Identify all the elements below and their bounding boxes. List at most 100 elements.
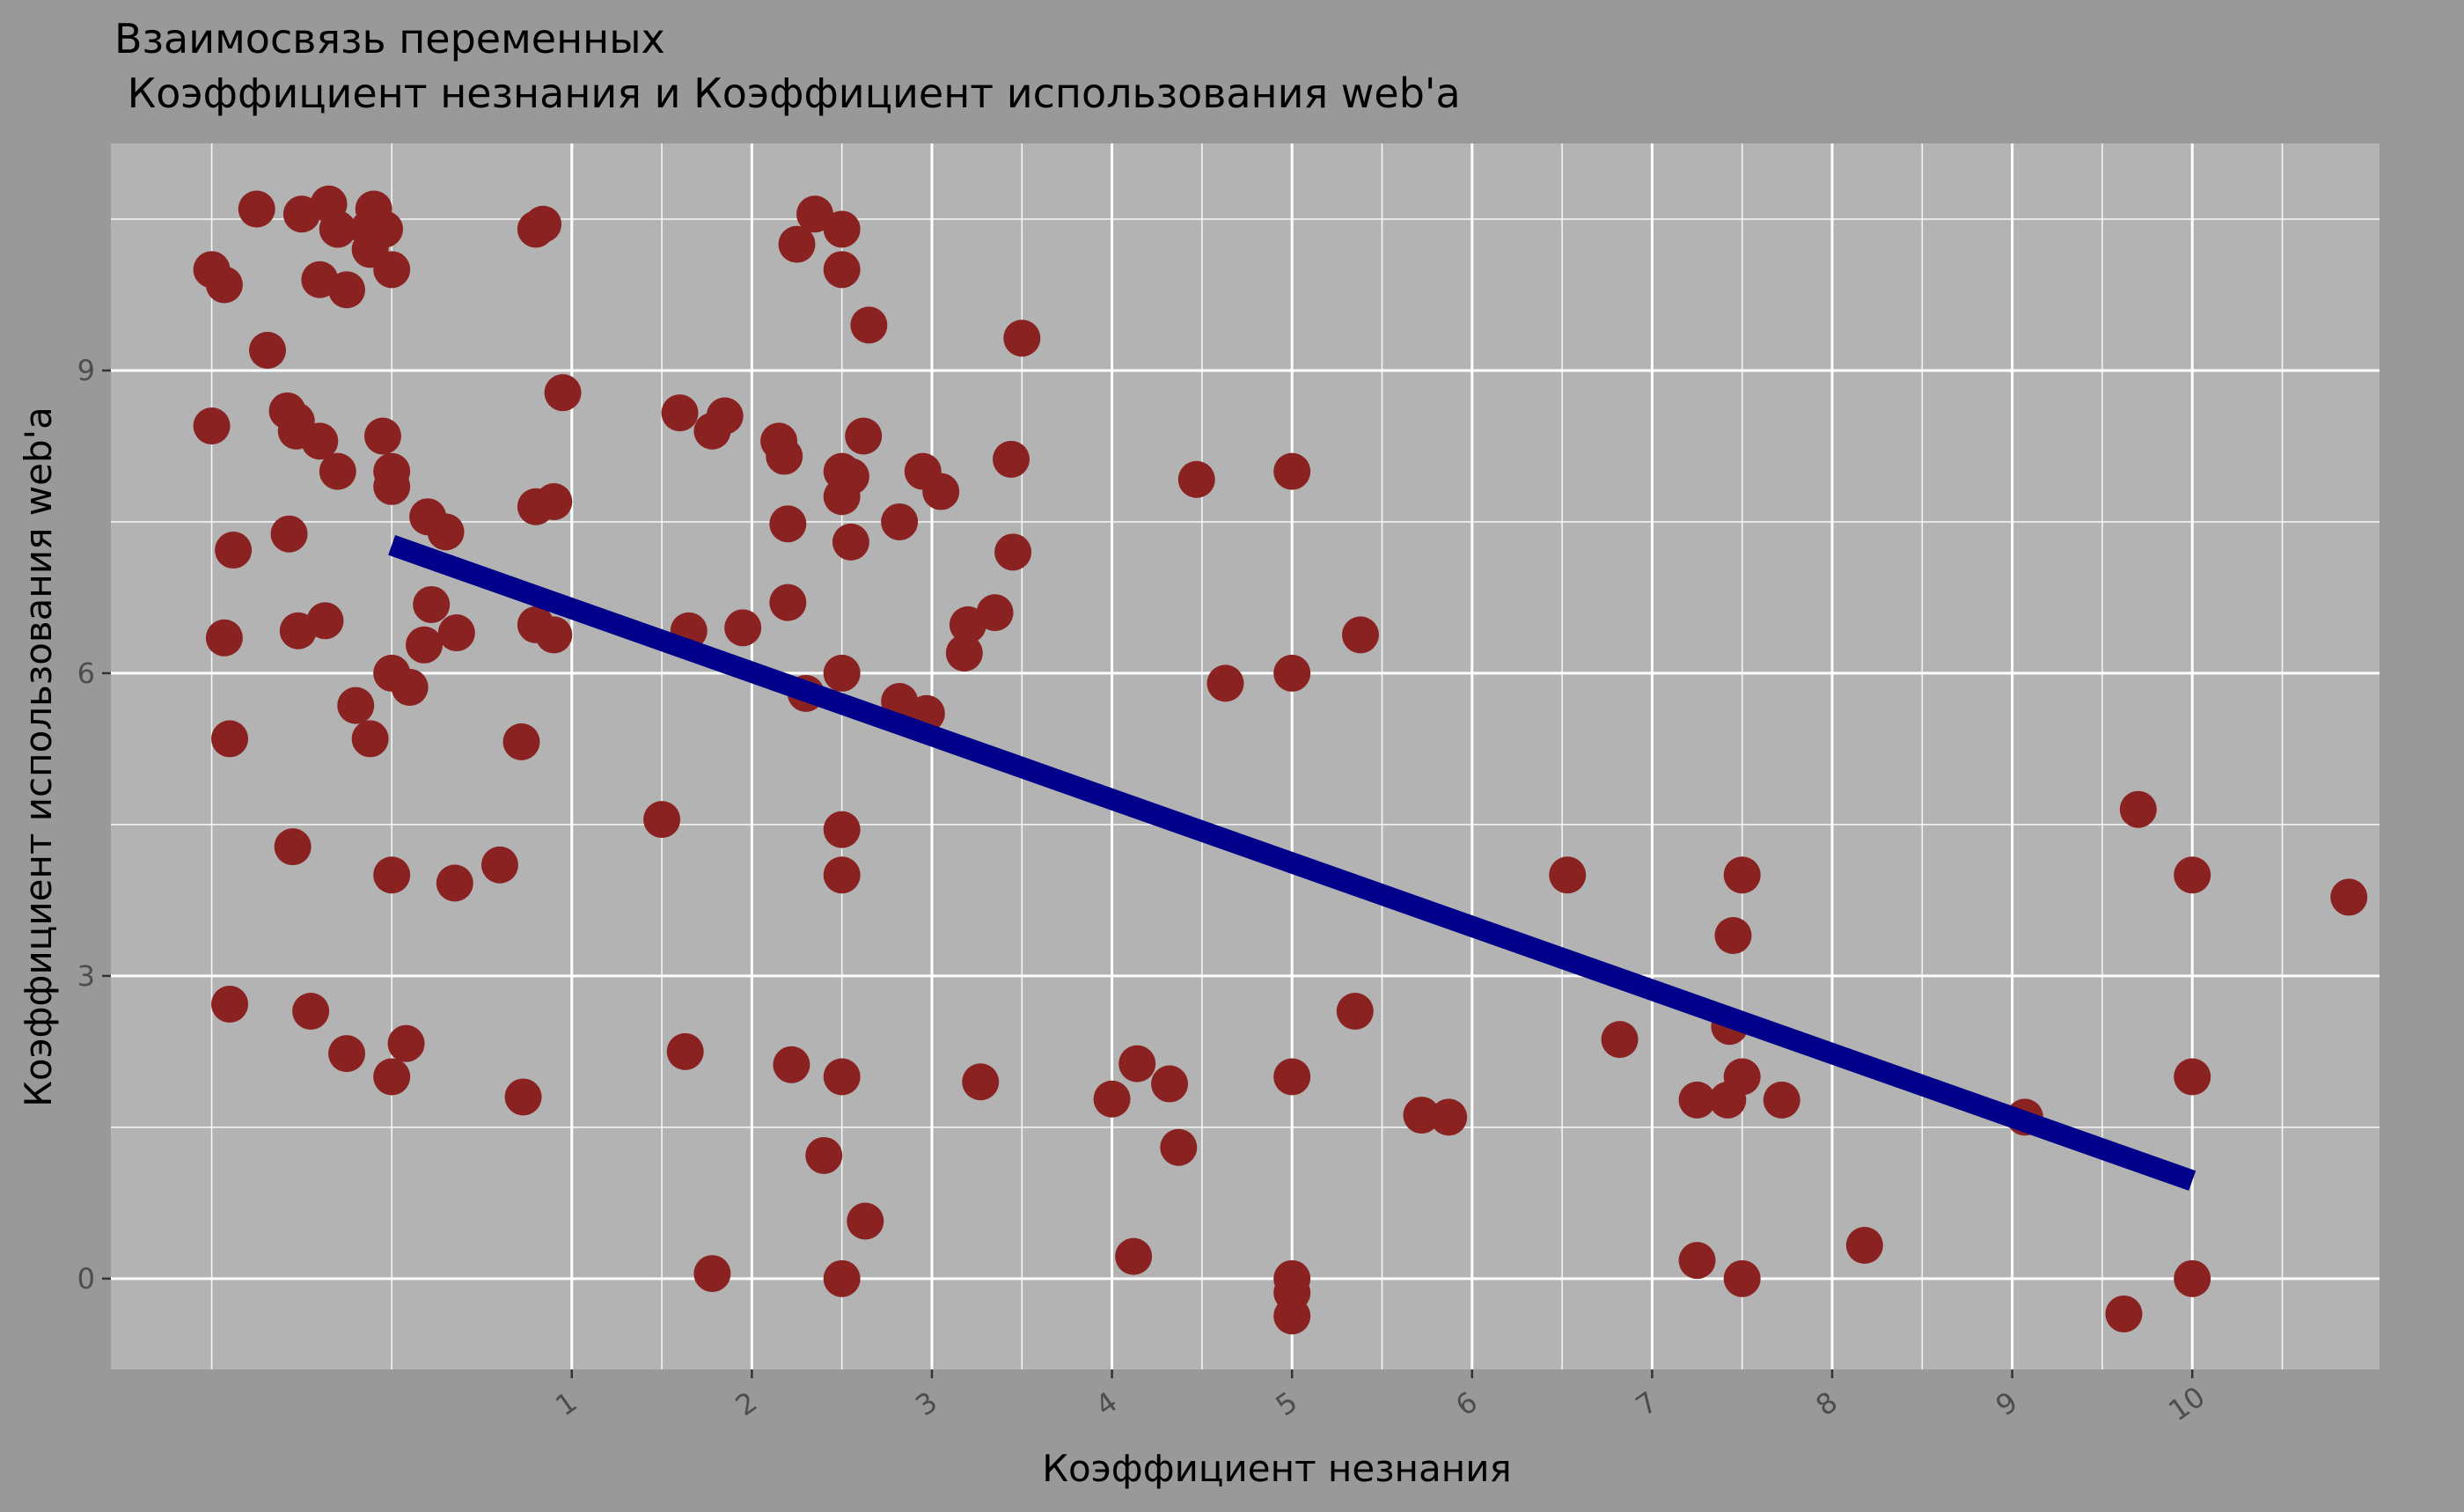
scatter-point — [391, 668, 429, 706]
scatter-point — [823, 478, 861, 516]
scatter-point — [643, 801, 681, 839]
scatter-point — [823, 811, 861, 848]
y-axis-ticks: 0 3 6 9 — [77, 354, 111, 1295]
scatter-point — [524, 205, 562, 243]
scatter-point — [1341, 616, 1379, 654]
scatter-point — [1549, 856, 1587, 894]
scatter-point — [205, 266, 243, 304]
scatter-point — [1118, 1045, 1156, 1083]
scatter-point — [480, 846, 518, 884]
minor-grid — [111, 143, 2380, 1369]
scatter-point — [1273, 452, 1311, 490]
scatter-point — [881, 503, 919, 540]
scatter-point — [2174, 1058, 2211, 1096]
scatter-point — [976, 594, 1014, 632]
scatter-point — [945, 634, 983, 672]
scatter-point — [769, 505, 807, 543]
scatter-point — [205, 619, 243, 657]
scatter-point — [1273, 1058, 1311, 1096]
scatter-point — [1206, 664, 1244, 702]
scatter-point — [850, 306, 888, 344]
scatter-point — [1177, 460, 1215, 498]
scatter-point — [1151, 1065, 1189, 1103]
scatter-point — [1723, 856, 1761, 894]
scatter-point — [211, 985, 249, 1023]
y-tick-label: 6 — [77, 657, 95, 690]
scatter-point — [1430, 1098, 1468, 1136]
scatter-point — [1714, 917, 1752, 955]
scatter-point — [249, 332, 287, 370]
scatter-point — [693, 1255, 731, 1293]
scatter-point — [270, 515, 308, 553]
scatter-point — [823, 1058, 861, 1096]
scatter-point — [1160, 1128, 1198, 1166]
scatter-point — [805, 1136, 843, 1174]
scatter-point — [355, 190, 392, 228]
scatter-point — [301, 261, 339, 298]
scatter-point — [1403, 1097, 1441, 1134]
scatter-point — [215, 532, 253, 569]
scatter-point — [2330, 878, 2368, 916]
scatter-point — [427, 513, 465, 551]
y-tick-label: 9 — [77, 354, 95, 387]
scatter-point — [706, 397, 744, 435]
chart-title-line2: Коэффициент незнания и Коэффициент испол… — [114, 70, 1461, 117]
scatter-point — [922, 473, 960, 510]
scatter-point — [993, 440, 1030, 478]
scatter-point — [796, 195, 833, 233]
scatter-point — [2174, 1259, 2211, 1297]
scatter-point — [832, 523, 869, 561]
scatter-point — [2119, 790, 2157, 828]
scatter-point — [1273, 654, 1311, 692]
scatter-point — [504, 1078, 542, 1116]
scatter-point — [1678, 1242, 1716, 1280]
scatter-point — [328, 1035, 366, 1073]
scatter-point — [769, 584, 807, 621]
y-axis-title: Коэффициент использования web'a — [17, 407, 60, 1107]
y-tick-label: 0 — [77, 1262, 95, 1295]
scatter-point — [1763, 1081, 1800, 1119]
scatter-point — [319, 452, 356, 490]
scatter-point — [2105, 1295, 2143, 1332]
scatter-point — [306, 602, 344, 640]
scatter-point — [823, 210, 861, 248]
plot-panel — [111, 143, 2380, 1369]
scatter-point — [406, 626, 444, 664]
scatter-point — [1093, 1080, 1131, 1118]
scatter-point — [1601, 1021, 1639, 1059]
scatter-point — [193, 407, 231, 445]
scatter-point — [292, 992, 330, 1030]
scatter-point — [337, 686, 375, 724]
scatter-point — [2174, 856, 2211, 894]
scatter-point — [845, 417, 883, 455]
scatter-point — [373, 1058, 411, 1096]
scatter-point — [666, 1032, 704, 1070]
scatter-point — [373, 467, 411, 505]
scatter-point — [363, 417, 401, 455]
scatter-point — [1709, 1081, 1747, 1119]
scatter-point — [274, 828, 312, 866]
scatter-point — [544, 374, 582, 412]
scatter-point — [1723, 1259, 1761, 1297]
x-axis-title: Коэффициент незнания — [1042, 1447, 1512, 1490]
y-tick-label: 3 — [77, 959, 95, 993]
chart-title-line1: Взаимосвязь переменных — [114, 15, 665, 62]
scatter-point — [823, 654, 861, 692]
scatter-point — [436, 864, 473, 902]
scatter-point — [823, 1259, 861, 1297]
scatter-point — [502, 723, 540, 760]
scatter-point — [778, 225, 816, 263]
scatter-point — [661, 394, 699, 432]
scatter-point — [1273, 1297, 1311, 1335]
scatter-point — [535, 616, 573, 654]
scatter-point — [211, 720, 249, 758]
scatter-point — [437, 614, 475, 652]
scatter-point — [823, 856, 861, 894]
scatter-point — [373, 856, 411, 894]
scatter-point — [387, 1024, 425, 1062]
scatter-point — [1678, 1081, 1716, 1119]
scatter-point — [1336, 992, 1374, 1030]
scatter-point — [1845, 1226, 1883, 1264]
